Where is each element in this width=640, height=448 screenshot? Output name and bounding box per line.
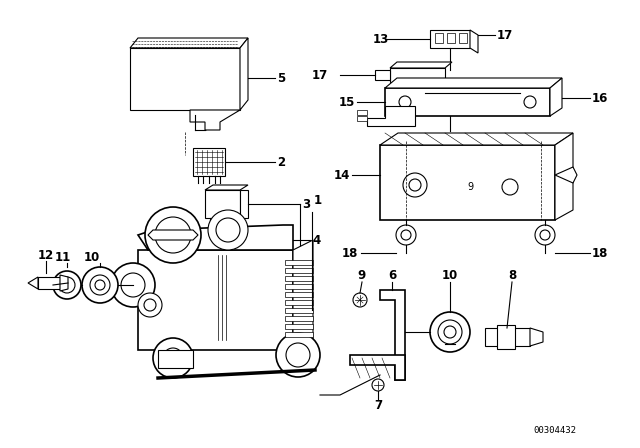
Text: 4: 4 (312, 233, 320, 246)
Text: 7: 7 (374, 399, 382, 412)
Bar (38, 277, 60, 289)
Polygon shape (28, 277, 38, 289)
Bar (205, 190, 240, 218)
Text: 2: 2 (277, 155, 285, 168)
Text: 15: 15 (339, 95, 355, 108)
Circle shape (276, 333, 320, 377)
Text: 14: 14 (333, 168, 350, 181)
Circle shape (138, 293, 162, 317)
Circle shape (111, 263, 155, 307)
Circle shape (90, 275, 110, 295)
Text: 17: 17 (312, 69, 328, 82)
Polygon shape (380, 145, 555, 220)
Bar (285, 276, 313, 281)
Circle shape (216, 218, 240, 242)
Bar (485, 328, 530, 346)
Polygon shape (148, 230, 198, 240)
Text: 12: 12 (38, 249, 54, 262)
Circle shape (82, 267, 118, 303)
Circle shape (59, 277, 75, 293)
Bar (285, 260, 313, 265)
Text: 17: 17 (497, 29, 513, 42)
Bar (435, 33, 443, 43)
Polygon shape (385, 88, 550, 116)
Text: 10: 10 (442, 268, 458, 281)
Text: 1: 1 (314, 194, 322, 207)
Polygon shape (550, 78, 562, 116)
Polygon shape (190, 110, 240, 130)
Circle shape (153, 338, 193, 378)
Polygon shape (555, 133, 573, 220)
Circle shape (53, 271, 81, 299)
Text: 16: 16 (592, 91, 609, 104)
Bar (285, 268, 313, 273)
Bar (285, 284, 313, 289)
Polygon shape (530, 328, 543, 346)
Bar (285, 332, 313, 337)
Polygon shape (130, 48, 240, 110)
Polygon shape (293, 240, 313, 350)
Text: 3: 3 (302, 198, 310, 211)
Text: 10: 10 (84, 250, 100, 263)
Text: 11: 11 (55, 250, 71, 263)
Bar (285, 300, 313, 305)
Text: 9: 9 (358, 268, 366, 281)
Polygon shape (470, 30, 478, 53)
Text: 18: 18 (342, 246, 358, 259)
Text: 00304432: 00304432 (534, 426, 577, 435)
Polygon shape (240, 190, 248, 218)
Polygon shape (385, 78, 562, 88)
Circle shape (121, 273, 145, 297)
Circle shape (208, 210, 248, 250)
Polygon shape (350, 355, 405, 380)
Bar (459, 33, 467, 43)
Polygon shape (60, 275, 68, 291)
Circle shape (286, 343, 310, 367)
Text: 9: 9 (467, 182, 473, 192)
Polygon shape (390, 62, 452, 68)
Text: 13: 13 (373, 33, 389, 46)
Polygon shape (158, 350, 193, 368)
Text: 18: 18 (592, 246, 609, 259)
Circle shape (163, 348, 183, 368)
Bar (447, 33, 455, 43)
Bar (357, 116, 367, 121)
Polygon shape (367, 106, 415, 126)
Bar (285, 324, 313, 329)
Text: 6: 6 (388, 268, 396, 281)
Bar (285, 308, 313, 313)
Bar (430, 30, 470, 48)
Text: 5: 5 (277, 72, 285, 85)
Bar (497, 325, 515, 349)
Polygon shape (375, 70, 390, 80)
Polygon shape (380, 290, 405, 380)
Polygon shape (138, 225, 293, 250)
Bar (285, 316, 313, 321)
Circle shape (145, 207, 201, 263)
Text: 8: 8 (508, 268, 516, 281)
Polygon shape (130, 38, 248, 48)
Bar (285, 292, 313, 297)
Circle shape (95, 280, 105, 290)
Polygon shape (205, 185, 248, 190)
Circle shape (144, 299, 156, 311)
Polygon shape (240, 38, 248, 110)
Bar (357, 110, 367, 115)
Bar (390, 68, 445, 82)
Polygon shape (380, 133, 573, 145)
Circle shape (155, 217, 191, 253)
Bar (193, 148, 225, 176)
Polygon shape (555, 167, 577, 183)
Polygon shape (138, 250, 293, 350)
